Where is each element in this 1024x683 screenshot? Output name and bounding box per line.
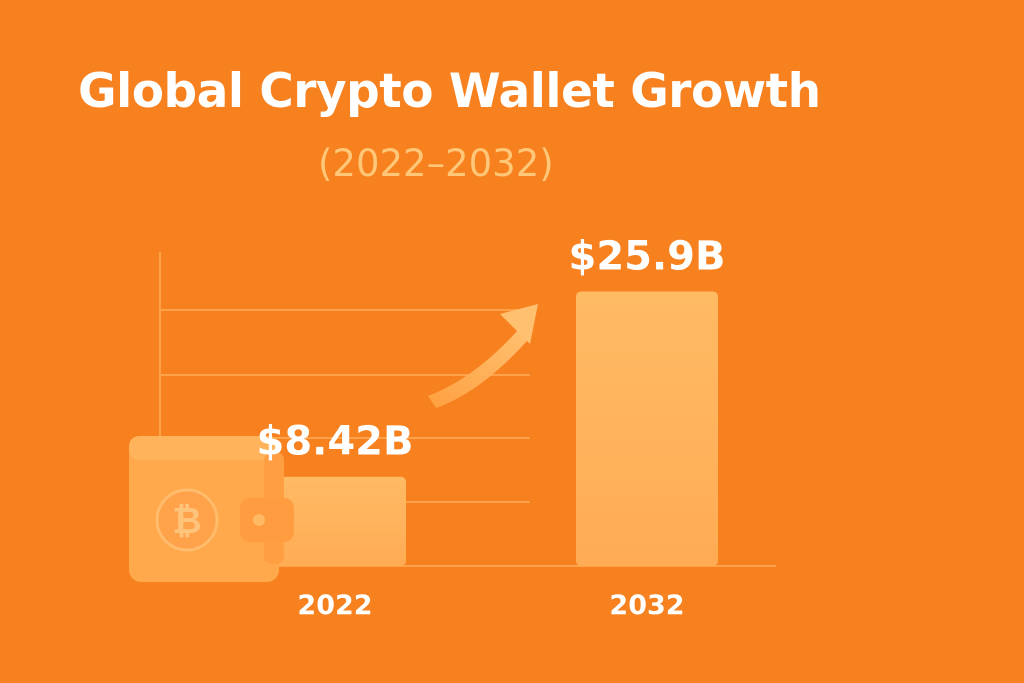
- bar-2032: [576, 291, 718, 566]
- svg-text:₿: ₿: [172, 501, 201, 542]
- value-label-2022: $8.42B: [256, 419, 413, 465]
- x-tick-label-2032: 2032: [609, 590, 684, 621]
- x-tick-label-2022: 2022: [297, 590, 372, 621]
- growth-arrow-icon: [428, 304, 538, 408]
- chart-subtitle: (2022–2032): [318, 142, 554, 185]
- bitcoin-icon: ₿: [155, 488, 219, 552]
- value-label-2032: $25.9B: [568, 233, 725, 279]
- labels: $8.42B 2022 $25.9B 2032: [256, 233, 725, 621]
- wallet-icon: ₿: [129, 436, 294, 582]
- chart-title: Global Crypto Wallet Growth: [78, 64, 821, 119]
- bars: [264, 291, 718, 566]
- bar-2022: [264, 476, 406, 566]
